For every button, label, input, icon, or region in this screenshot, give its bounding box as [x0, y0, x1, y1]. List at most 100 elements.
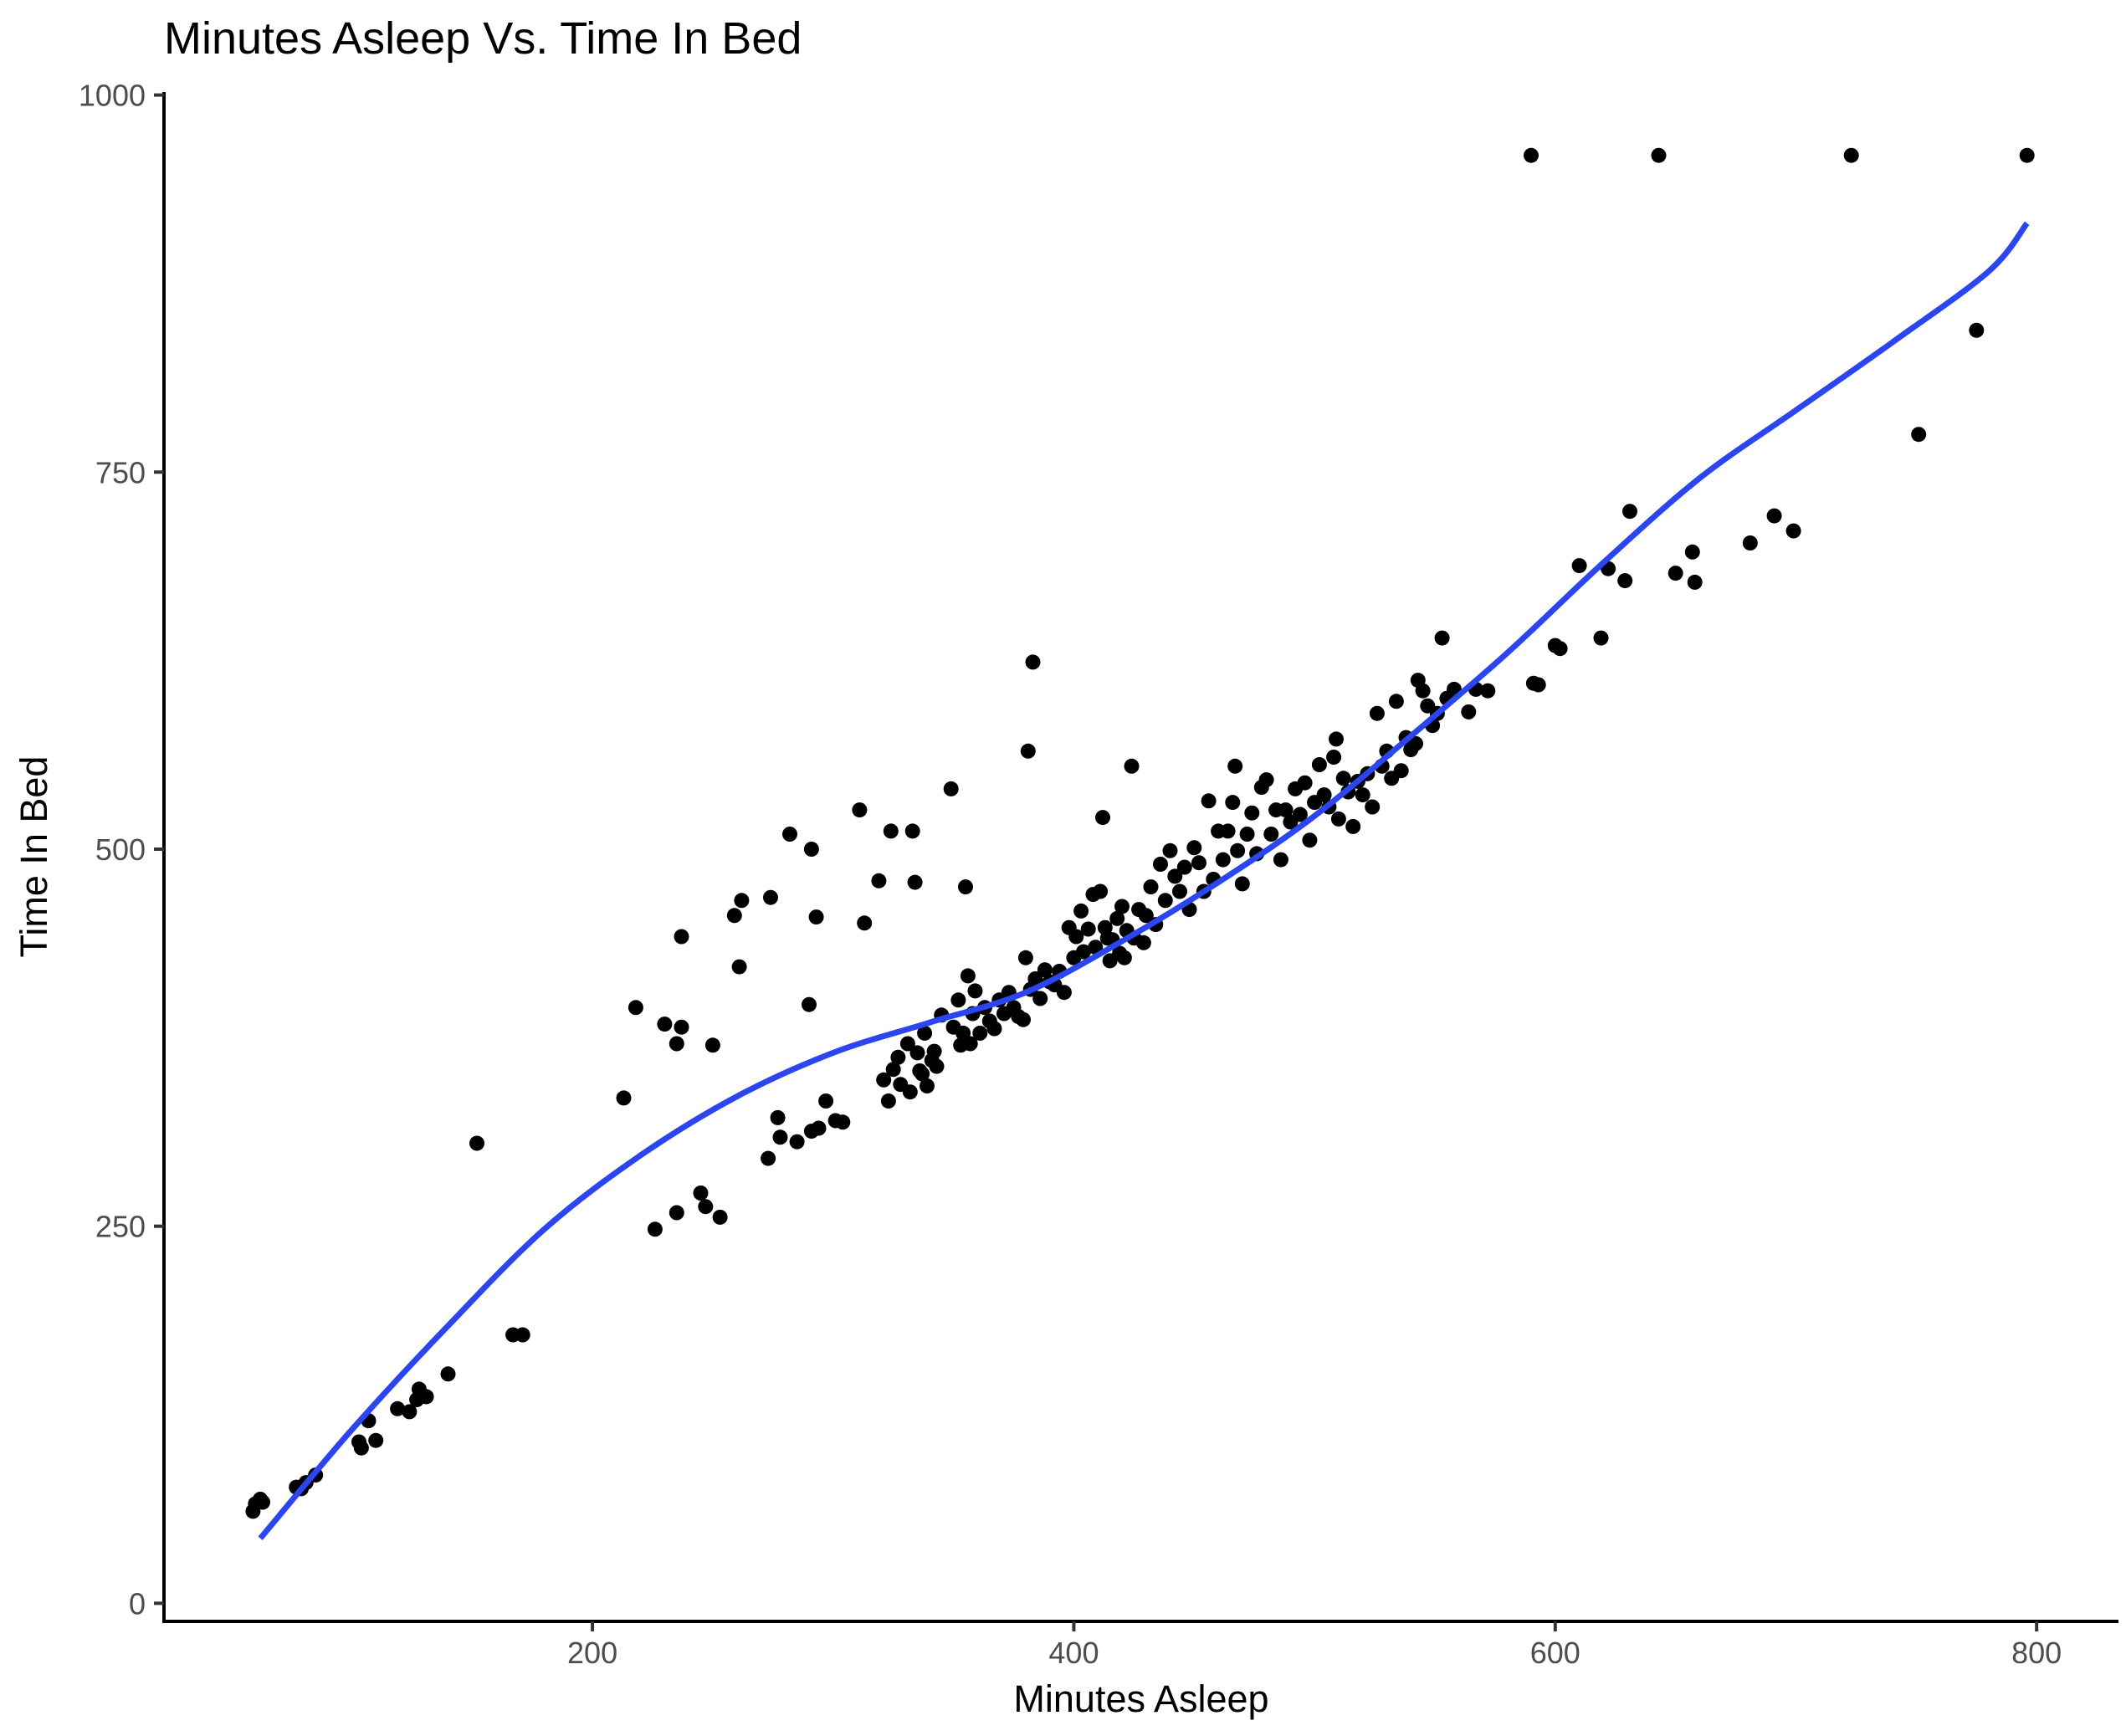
- chart-title: Minutes Asleep Vs. Time In Bed: [164, 13, 802, 64]
- data-point: [1124, 758, 1140, 774]
- data-point: [986, 1021, 1002, 1037]
- smooth-layer: [258, 221, 2030, 1541]
- y-axis-title: Time In Bed: [13, 756, 55, 958]
- data-point: [1302, 832, 1318, 848]
- y-tick-label: 1000: [79, 79, 146, 113]
- data-point: [1263, 827, 1279, 842]
- data-point: [693, 1185, 709, 1201]
- points-layer: [245, 147, 2035, 1519]
- data-point: [1617, 573, 1633, 589]
- data-point: [943, 781, 959, 796]
- data-point: [1143, 879, 1159, 895]
- data-point: [628, 1000, 643, 1016]
- data-point: [1230, 842, 1246, 858]
- data-point: [871, 873, 887, 888]
- data-point: [1273, 852, 1288, 868]
- data-point: [883, 823, 899, 839]
- data-point: [1297, 775, 1313, 791]
- x-tick-label: 600: [1530, 1636, 1580, 1670]
- data-point: [515, 1327, 530, 1343]
- data-point: [734, 893, 750, 909]
- data-point: [1234, 876, 1250, 892]
- data-point: [1109, 910, 1125, 926]
- data-point: [390, 1401, 406, 1416]
- data-point: [857, 915, 873, 931]
- data-point: [917, 1025, 933, 1041]
- data-point: [1056, 985, 1072, 1001]
- data-point: [647, 1221, 663, 1237]
- data-point: [960, 968, 976, 984]
- data-point: [698, 1199, 714, 1215]
- data-point: [1687, 574, 1703, 590]
- data-point: [1227, 758, 1243, 774]
- data-point: [1073, 903, 1089, 919]
- data-point: [907, 874, 923, 890]
- data-point: [958, 879, 973, 895]
- data-point: [899, 1036, 915, 1052]
- data-point: [1593, 630, 1609, 646]
- data-point: [418, 1389, 434, 1405]
- data-point: [1326, 750, 1342, 765]
- data-point: [657, 1017, 673, 1032]
- data-point: [1037, 962, 1053, 978]
- data-point: [1215, 852, 1231, 868]
- data-point: [1335, 771, 1351, 786]
- data-point: [1330, 811, 1346, 827]
- data-point: [1843, 147, 1859, 163]
- data-point: [1076, 944, 1091, 960]
- data-point: [1369, 705, 1385, 721]
- data-point: [1176, 859, 1192, 875]
- x-tick-label: 200: [567, 1636, 617, 1670]
- data-point: [1461, 704, 1477, 719]
- data-point: [704, 1037, 720, 1053]
- data-point: [1408, 735, 1423, 751]
- data-point: [1530, 677, 1546, 693]
- data-point: [772, 1129, 788, 1145]
- data-point: [1278, 802, 1294, 818]
- data-point: [1220, 823, 1236, 839]
- data-point: [1095, 810, 1110, 826]
- data-point: [876, 1072, 892, 1088]
- data-point: [1167, 868, 1183, 884]
- data-point: [1191, 855, 1206, 871]
- data-point: [1622, 504, 1637, 520]
- data-point: [1552, 641, 1568, 657]
- data-point: [1135, 935, 1151, 950]
- data-point: [731, 959, 747, 975]
- data-point: [761, 1150, 776, 1166]
- data-point: [904, 823, 920, 839]
- data-point: [1201, 793, 1217, 809]
- data-point: [712, 1209, 728, 1225]
- data-point: [1311, 757, 1327, 772]
- data-point: [789, 1134, 805, 1150]
- data-point: [890, 1049, 906, 1065]
- data-point: [802, 996, 817, 1012]
- data-point: [926, 1043, 942, 1059]
- y-tick-label: 500: [95, 832, 146, 867]
- data-point: [967, 983, 983, 999]
- data-point: [1186, 840, 1202, 856]
- data-point: [1080, 921, 1096, 937]
- data-point: [1651, 147, 1667, 163]
- data-point: [1172, 883, 1187, 899]
- data-point: [1025, 654, 1041, 670]
- data-point: [669, 1205, 684, 1221]
- data-point: [909, 1045, 925, 1061]
- x-tick-label: 400: [1048, 1636, 1099, 1670]
- data-point: [880, 1093, 896, 1109]
- data-point: [669, 1036, 684, 1052]
- data-point: [811, 1120, 827, 1136]
- data-point: [1157, 893, 1173, 909]
- data-point: [674, 929, 689, 945]
- data-point: [1016, 1011, 1031, 1027]
- data-point: [1684, 544, 1700, 560]
- data-point: [1244, 805, 1260, 821]
- data-point: [1668, 566, 1683, 581]
- y-tick-label: 750: [95, 455, 146, 489]
- data-point: [402, 1404, 418, 1420]
- data-point: [1239, 827, 1255, 842]
- data-point: [1766, 508, 1782, 524]
- x-tick-label: 800: [2011, 1636, 2062, 1670]
- data-point: [674, 1019, 689, 1035]
